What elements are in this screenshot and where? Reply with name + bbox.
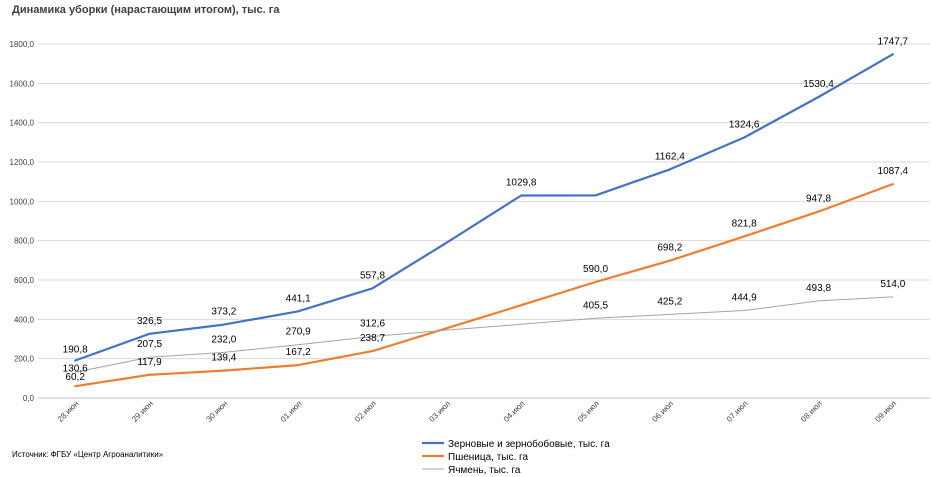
chart-title: Динамика уборки (нарастающим итогом), ты… xyxy=(12,4,280,16)
y-tick-label: 400,0 xyxy=(14,315,35,324)
source-note: Источник: ФГБУ «Центр Агроаналитики» xyxy=(12,450,164,459)
x-tick-label: 03.июл xyxy=(427,399,452,424)
series-lines xyxy=(74,53,894,388)
x-tick-label: 28.июн xyxy=(56,399,81,424)
series-line-2 xyxy=(74,183,894,388)
data-label: 1162,4 xyxy=(655,151,685,162)
data-label: 405,5 xyxy=(583,300,608,311)
data-label: 207,5 xyxy=(137,339,162,350)
y-tick-label: 600,0 xyxy=(14,276,35,285)
data-label: 238,7 xyxy=(360,333,385,344)
x-tick-label: 07.июл xyxy=(725,399,750,424)
data-label: 821,8 xyxy=(732,218,757,229)
x-tick-label: 06.июл xyxy=(650,399,675,424)
data-label: 130,6 xyxy=(63,363,88,374)
data-label: 326,5 xyxy=(137,316,162,327)
data-label: 1029,8 xyxy=(506,177,537,188)
data-label: 270,9 xyxy=(286,327,311,338)
legend-label: Зерновые и зернобобовые, тыс. га xyxy=(448,438,610,450)
data-label: 947,8 xyxy=(806,194,831,205)
legend-label: Пшеница, тыс. га xyxy=(448,452,528,463)
data-label: 1747,7 xyxy=(878,36,909,47)
x-tick-label: 29.июн xyxy=(130,399,155,424)
gridlines xyxy=(38,43,930,399)
data-label: 425,2 xyxy=(657,296,682,307)
data-label: 441,1 xyxy=(286,293,311,304)
data-label: 1530,4 xyxy=(803,79,834,90)
data-label: 312,6 xyxy=(360,319,385,330)
data-label: 190,8 xyxy=(63,344,88,355)
data-labels: 190,8 326,5 373,2 441,1 557,8 1029,8 1162,4 132… xyxy=(63,36,909,383)
x-tick-label: 08.июл xyxy=(799,399,824,424)
data-label: 167,2 xyxy=(286,347,311,358)
legend: Зерновые и зернобобовые, тыс. га Пшеница,… xyxy=(422,438,610,476)
data-label: 444,9 xyxy=(732,293,757,304)
data-label: 493,8 xyxy=(806,283,831,294)
legend-label: Ячмень, тыс. га xyxy=(448,465,521,476)
data-label: 232,0 xyxy=(211,334,236,345)
y-tick-label: 1200,0 xyxy=(10,158,35,167)
y-tick-label: 200,0 xyxy=(14,355,35,364)
data-label: 1087,4 xyxy=(878,166,909,177)
x-axis-ticks: 28.июн 29.июн 30.июн 01.июл 02.июл 03.июл 04.и… xyxy=(56,399,899,424)
data-label: 1324,6 xyxy=(729,119,760,130)
series-line-3 xyxy=(74,296,894,373)
data-label: 557,8 xyxy=(360,270,385,281)
data-label: 698,2 xyxy=(657,243,682,254)
x-tick-label: 05.июл xyxy=(576,399,601,424)
y-tick-label: 800,0 xyxy=(14,237,35,246)
data-label: 139,4 xyxy=(211,353,236,364)
data-label: 373,2 xyxy=(211,307,236,318)
y-tick-label: 1600,0 xyxy=(10,79,35,88)
y-axis-ticks: 0,0 200,0 400,0 600,0 800,0 1000,0 1200,0 1400,… xyxy=(10,40,35,403)
data-label: 117,9 xyxy=(137,357,162,368)
y-tick-label: 1000,0 xyxy=(10,197,35,206)
x-tick-label: 02.июл xyxy=(353,399,378,424)
y-tick-label: 1800,0 xyxy=(10,40,35,49)
x-tick-label: 09.июл xyxy=(873,399,898,424)
x-tick-label: 30.июн xyxy=(204,399,229,424)
y-tick-label: 0,0 xyxy=(23,394,35,403)
x-tick-label: 04.июл xyxy=(502,399,527,424)
data-label: 60,2 xyxy=(65,372,85,383)
x-tick-label: 01.июл xyxy=(279,399,304,424)
series-line-1 xyxy=(74,53,894,362)
data-label: 590,0 xyxy=(583,264,608,275)
y-tick-label: 1400,0 xyxy=(10,119,35,128)
data-label: 514,0 xyxy=(880,279,905,290)
